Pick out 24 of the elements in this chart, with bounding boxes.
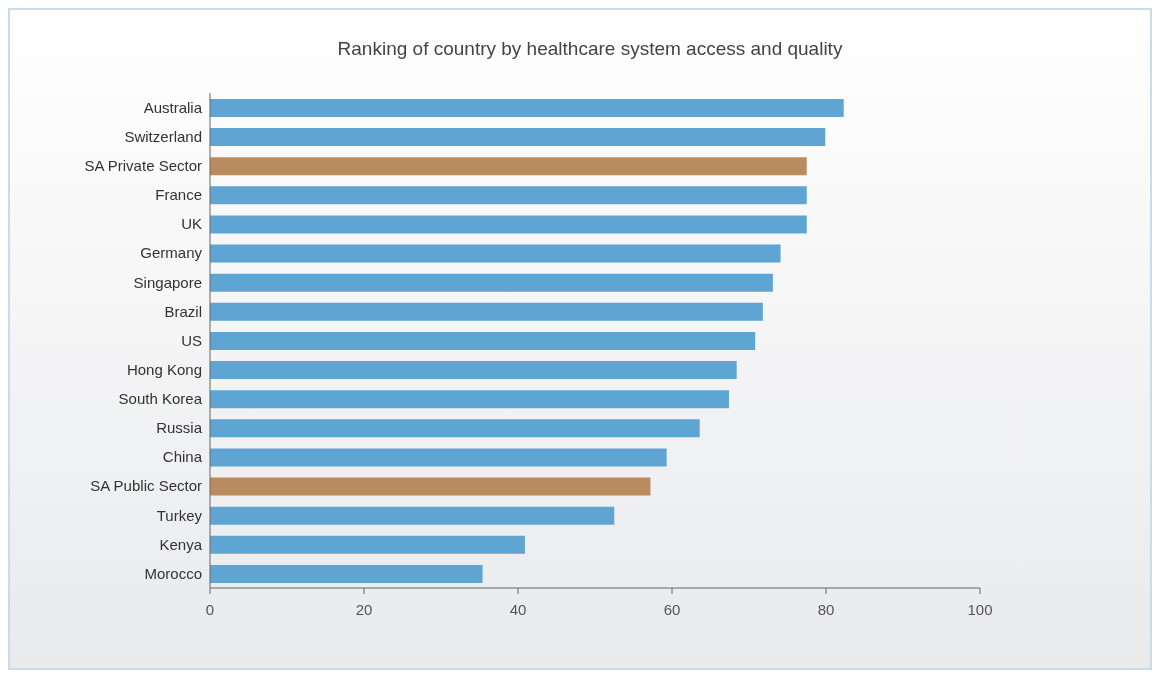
y-tick-label: SA Private Sector [84, 157, 202, 175]
y-tick-label: France [155, 186, 202, 204]
x-tick-label: 40 [509, 600, 527, 618]
y-tick-label: Turkey [156, 506, 203, 524]
x-tick-label: 60 [663, 600, 681, 618]
y-tick-label: SA Public Sector [90, 477, 202, 495]
x-tick-label: 20 [355, 600, 373, 618]
y-tick-label: Morocco [144, 564, 202, 582]
y-tick-label: Germany [140, 244, 203, 262]
y-tick-label: Russia [156, 419, 203, 437]
y-tick-label: Kenya [159, 535, 203, 553]
y-tick-label: US [181, 331, 202, 349]
y-tick-label: China [162, 448, 203, 466]
x-tick-label: 80 [817, 600, 835, 618]
y-tick-label: UK [181, 215, 202, 233]
y-tick-label: Singapore [133, 273, 202, 291]
x-tick-label: 0 [205, 600, 215, 618]
y-tick-label: Australia [143, 98, 203, 116]
y-tick-label: Hong Kong [126, 360, 202, 378]
chart-title: Ranking of country by healthcare system access and quality [336, 37, 844, 61]
x-tick-label: 100 [967, 600, 993, 618]
y-tick-label: Brazil [164, 302, 202, 320]
y-tick-label: South Korea [118, 390, 203, 408]
y-tick-label: Switzerland [124, 128, 202, 145]
